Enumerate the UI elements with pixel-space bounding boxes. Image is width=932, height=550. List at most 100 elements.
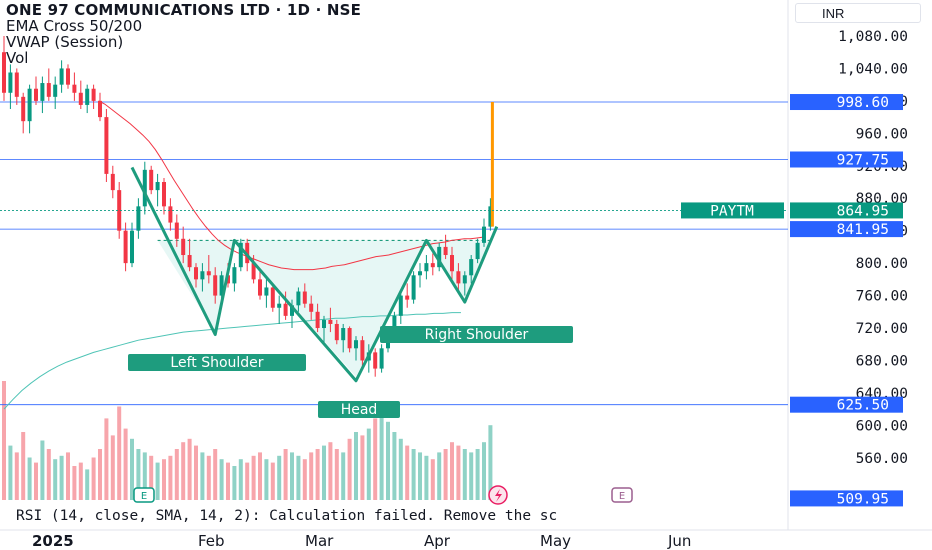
volume-bar — [194, 445, 198, 500]
candle-body — [78, 92, 83, 105]
volume-bar — [104, 418, 109, 500]
earnings-marker — [133, 487, 155, 503]
volume-bar — [238, 459, 243, 500]
volume-bar — [251, 455, 256, 500]
volume-bar — [405, 445, 410, 500]
volume-bar — [379, 411, 384, 500]
volume-bar — [386, 421, 390, 500]
candle-body — [354, 340, 358, 349]
candle-body — [270, 287, 275, 308]
volume-bar — [290, 452, 294, 500]
volume-bar — [366, 428, 371, 500]
volume-bar — [437, 452, 442, 500]
candle-body — [341, 328, 346, 341]
volume-bar — [424, 455, 429, 500]
volume-bar — [418, 452, 422, 500]
indicator-volume[interactable]: Vol — [6, 49, 29, 67]
volume-bar — [296, 455, 301, 500]
candle-body — [123, 230, 128, 264]
candle-body — [155, 182, 160, 191]
pattern-label-box — [128, 354, 306, 371]
volume-bar — [117, 406, 122, 500]
volume-bar — [430, 459, 435, 500]
time-axis[interactable]: 2025 Feb Mar Apr May Jun — [0, 529, 932, 550]
currency-selector[interactable]: INR — [795, 3, 921, 23]
level-price-tag — [790, 396, 903, 413]
candle-body — [373, 352, 378, 369]
volume-bar — [219, 459, 224, 500]
volume-bar — [360, 435, 365, 500]
volume-bar — [328, 442, 333, 500]
candle-body — [226, 275, 230, 284]
volume-bar — [130, 438, 134, 500]
volume-bar — [142, 452, 147, 500]
price-tick-label: 1,040.00 — [838, 61, 908, 77]
candle-body — [219, 275, 224, 296]
volume-bar — [66, 452, 70, 500]
price-tick-label: 960.00 — [856, 126, 908, 142]
volume-bar — [398, 438, 403, 500]
candle-body — [328, 319, 333, 324]
candle-body — [405, 295, 410, 300]
candle-body — [27, 88, 32, 122]
vwap-line — [3, 312, 461, 410]
candlesticks — [2, 35, 494, 377]
candle-body — [334, 323, 339, 341]
indicator-vwap[interactable]: VWAP (Session) — [6, 33, 124, 51]
pattern-fill — [157, 239, 491, 377]
candle-body — [347, 328, 352, 349]
candle-body — [309, 303, 314, 312]
inverse-head-and-shoulders-pattern[interactable]: Left Shoulder Head Right Shoulder — [128, 166, 573, 418]
candle-body — [206, 271, 211, 276]
volume-bar — [181, 442, 186, 500]
indicator-ema-cross[interactable]: EMA Cross 50/200 — [6, 17, 143, 35]
volume-bar — [270, 462, 275, 500]
volume-bar — [462, 449, 467, 500]
ema-50-line — [98, 100, 484, 271]
volume-bar — [488, 425, 493, 500]
candle-body — [187, 255, 192, 268]
volume-bar — [98, 449, 102, 500]
volume-bar — [2, 381, 6, 500]
level-price-text: 625.50 — [837, 398, 889, 414]
volume-bar — [53, 459, 58, 500]
candle-body — [117, 190, 122, 231]
candle-body — [488, 206, 493, 227]
volume-bar — [283, 449, 288, 500]
pattern-label: Right Shoulder — [425, 327, 529, 343]
candle-body — [411, 275, 416, 300]
volume-bar — [123, 428, 128, 500]
volume-bar — [91, 457, 96, 500]
price-tick-label: 800.00 — [856, 256, 908, 272]
candle-body — [46, 83, 51, 97]
symbol-tag-label: PAYTM — [710, 203, 754, 219]
volume-bar — [469, 452, 474, 500]
candle-body — [104, 117, 109, 174]
price-tick-label: 600.00 — [856, 418, 908, 434]
symbol-title[interactable]: ONE 97 COMMUNICATIONS LTD · 1D · NSE — [6, 1, 362, 19]
candle-body — [142, 169, 147, 207]
volume-bar — [315, 449, 320, 500]
time-tick-label: Mar — [305, 532, 334, 550]
candle-body — [72, 84, 77, 93]
symbol-tag — [681, 202, 784, 219]
candle-body — [130, 230, 134, 264]
price-tick-label: 760.00 — [856, 289, 908, 305]
level-price-text: 509.95 — [837, 491, 889, 507]
volume-bar — [456, 445, 461, 500]
candle-body — [443, 246, 448, 256]
pattern-label: Left Shoulder — [170, 355, 263, 371]
volume-bar — [206, 455, 211, 500]
volume-bar — [245, 462, 250, 500]
pattern-fill-area — [157, 240, 491, 377]
volume-bar — [277, 455, 282, 500]
candle-body — [469, 259, 474, 276]
volume-bar — [264, 459, 269, 500]
volume-bar — [155, 462, 160, 500]
earnings-marker — [611, 487, 633, 503]
candle-body — [200, 271, 205, 280]
candle-body — [277, 303, 282, 308]
candle-body — [290, 305, 294, 316]
